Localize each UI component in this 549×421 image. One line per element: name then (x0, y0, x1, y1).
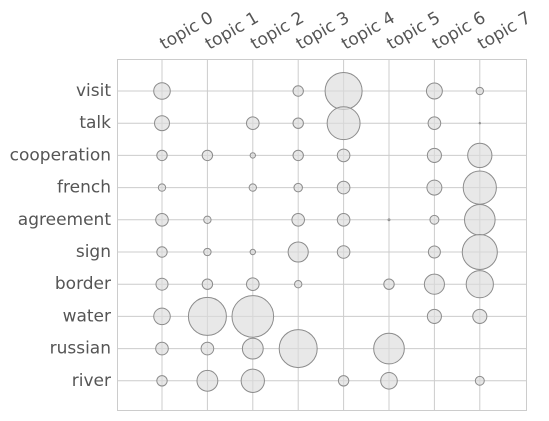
bubble-point (250, 153, 255, 158)
bubble-point (325, 72, 362, 109)
bubble-point (202, 150, 212, 160)
bubble-point (249, 184, 256, 191)
bubble-point (475, 376, 484, 385)
bubble-point (197, 370, 218, 391)
bubble-point (293, 118, 303, 128)
bubble-point (156, 214, 169, 227)
bubble-point (463, 171, 496, 204)
bubble-point (427, 309, 441, 323)
bubble-point (247, 117, 260, 130)
bubble-point (338, 376, 348, 386)
bubble-point (430, 215, 439, 224)
bubble-point (468, 143, 492, 167)
bubble-point (388, 219, 390, 221)
bubble-point (279, 330, 317, 368)
grid (118, 60, 527, 411)
bubble-point (292, 214, 305, 227)
y-tick-label: cooperation (10, 145, 111, 165)
bubble-point (156, 278, 168, 290)
y-tick-label: sign (76, 242, 111, 262)
bubble-point (479, 123, 480, 124)
bubble-point (381, 373, 398, 390)
y-tick-label: visit (76, 81, 111, 101)
bubble-point (154, 83, 171, 100)
bubble-point (204, 216, 211, 223)
bubble-point (188, 297, 226, 335)
bubble-point (247, 278, 260, 291)
bubble-point (466, 271, 493, 298)
bubble-point (158, 184, 165, 191)
bubble-point (337, 149, 350, 162)
plot-frame (118, 60, 527, 411)
bubble-point (293, 86, 303, 96)
bubble-point (337, 214, 350, 227)
bubble-point (327, 107, 360, 140)
bubble-point (426, 83, 442, 99)
bubble-point (288, 242, 308, 262)
y-tick-label: agreement (18, 210, 112, 230)
bubble-point (374, 333, 405, 364)
bubble-point (428, 117, 441, 130)
y-tick-label: talk (79, 113, 111, 133)
y-tick-label: water (63, 306, 111, 326)
bubbles (154, 72, 498, 392)
bubble-point (462, 234, 497, 269)
bubble-point (337, 246, 350, 259)
bubble-point (157, 376, 167, 386)
y-tick-label: border (55, 274, 111, 294)
bubble-point (156, 342, 169, 355)
bubble-point (157, 247, 167, 257)
y-tick-label: river (72, 371, 111, 391)
bubble-point (157, 150, 167, 160)
bubble-point (293, 150, 303, 160)
bubble-point (476, 87, 483, 94)
y-tick-labels: visit talk cooperation french agreement sign b… (10, 81, 112, 391)
bubble-point (427, 148, 441, 162)
y-tick-label: french (57, 178, 111, 198)
y-tick-label: russian (50, 339, 111, 359)
bubble-point (155, 116, 170, 131)
bubble-point (204, 248, 211, 255)
bubble-point (473, 309, 487, 323)
bubble-point (295, 281, 302, 288)
bubble-point (427, 180, 442, 195)
bubble-point (294, 183, 303, 192)
bubble-point (428, 246, 440, 258)
bubble-point (154, 308, 171, 325)
bubble-point (384, 279, 394, 289)
bubble-point (424, 274, 444, 294)
bubble-point (241, 369, 264, 392)
bubble-point (242, 338, 263, 359)
bubble-point (202, 279, 212, 289)
x-tick-label: topic 7 (474, 8, 534, 54)
bubble-point (201, 342, 214, 355)
bubble-point (464, 204, 495, 235)
bubble-point (250, 249, 255, 254)
bubble-point (232, 296, 274, 338)
bubble-point (337, 181, 350, 194)
